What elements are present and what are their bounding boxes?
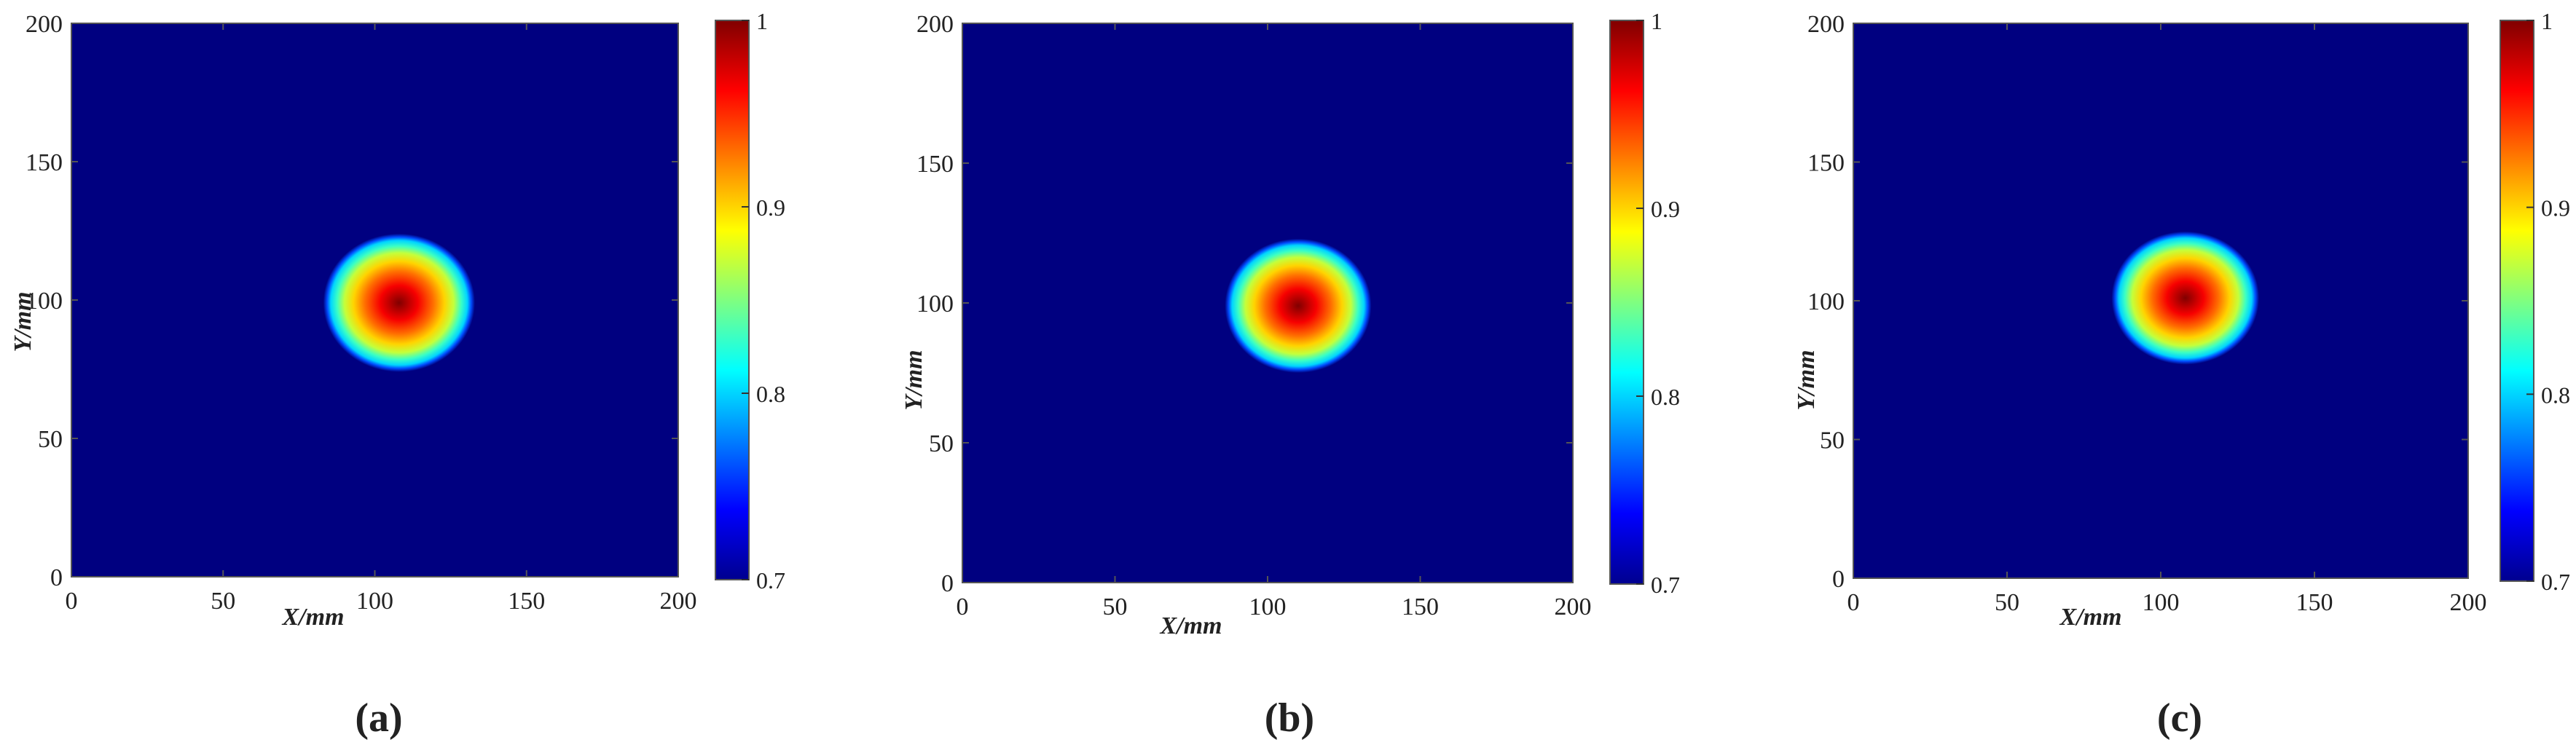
colorbar-tick-label: 0.9: [1651, 196, 1680, 222]
colorbar-tick-label: 0.8: [2541, 382, 2570, 408]
x-tick-label: 100: [1249, 594, 1287, 620]
x-tick-label: 150: [508, 588, 545, 615]
y-tick-label: 100: [1807, 288, 1845, 315]
heatmap-panel: 0 50 100 150 200 0 50 100 150 200 X/mm Y/mm 0.7 0.8 0.…: [900, 8, 1680, 741]
colorbar-tick-label: 0.7: [756, 567, 785, 594]
y-tick-label: 100: [916, 291, 954, 318]
x-tick-label: 100: [356, 588, 393, 615]
colorbar-tick-label: 0.8: [1651, 384, 1680, 410]
x-tick-label: 200: [2450, 589, 2487, 616]
y-tick-label: 50: [929, 430, 954, 457]
colorbar-tick-label: 1: [1651, 8, 1662, 34]
x-axis-label: X/mm: [2059, 604, 2121, 631]
heatmap-panel: 0 50 100 150 200 0 50 100 150 200 X/mm Y/mm 0.7 0.8 0.…: [9, 8, 785, 741]
x-tick-label: 150: [2296, 589, 2333, 616]
colorbar-tick-label: 1: [2541, 8, 2553, 34]
colorbar-tick-label: 0.9: [2541, 195, 2570, 221]
y-tick-label: 50: [38, 426, 63, 453]
colorbar-tick-label: 1: [756, 8, 768, 34]
heatmap-panel: 0 50 100 150 200 0 50 100 150 200 X/mm Y/mm 0.7 0.8 0.…: [1793, 8, 2570, 741]
y-tick-label: 150: [25, 149, 63, 176]
colorbar-tick-label: 0.8: [756, 381, 785, 407]
y-tick-label: 0: [1832, 566, 1845, 593]
colorbar: [715, 20, 750, 580]
y-tick-label: 150: [916, 151, 954, 178]
x-tick-label: 50: [1995, 589, 2019, 616]
y-tick-label: 200: [916, 11, 954, 38]
panel-caption: (a): [355, 695, 402, 741]
y-tick-label: 0: [50, 564, 63, 591]
x-tick-label: 100: [2143, 589, 2180, 616]
colorbar: [1609, 20, 1644, 585]
x-axis-label: X/mm: [1159, 612, 1222, 639]
colorbar-tick-label: 0.7: [2541, 569, 2570, 595]
y-axis-label: Y/mm: [900, 350, 927, 410]
y-tick-label: 50: [1820, 427, 1845, 454]
y-axis-label: Y/mm: [1793, 350, 1820, 410]
x-axis-label: X/mm: [281, 604, 344, 631]
y-tick-label: 200: [1807, 11, 1845, 38]
colorbar-tick-label: 0.9: [756, 194, 785, 221]
x-tick-label: 0: [66, 588, 78, 615]
heatmap-hotspot: [323, 233, 475, 372]
panel-caption: (c): [2157, 695, 2202, 741]
panel-caption: (b): [1265, 695, 1314, 741]
x-tick-label: 50: [211, 588, 235, 615]
y-tick-label: 0: [941, 570, 954, 597]
colorbar: [2500, 20, 2534, 582]
y-tick-label: 100: [25, 288, 63, 315]
x-tick-label: 200: [1555, 594, 1592, 620]
x-tick-label: 200: [660, 588, 697, 615]
y-tick-label: 150: [1807, 150, 1845, 177]
heatmap-hotspot: [2111, 231, 2260, 365]
y-axis-label: Y/mm: [9, 291, 36, 352]
y-tick-label: 200: [25, 11, 63, 38]
colorbar-tick-label: 0.7: [1651, 572, 1680, 598]
x-tick-label: 150: [1402, 594, 1439, 620]
heatmap-hotspot: [1225, 238, 1372, 373]
x-tick-label: 0: [1847, 589, 1860, 616]
x-tick-label: 0: [957, 594, 969, 620]
x-tick-label: 50: [1103, 594, 1128, 620]
